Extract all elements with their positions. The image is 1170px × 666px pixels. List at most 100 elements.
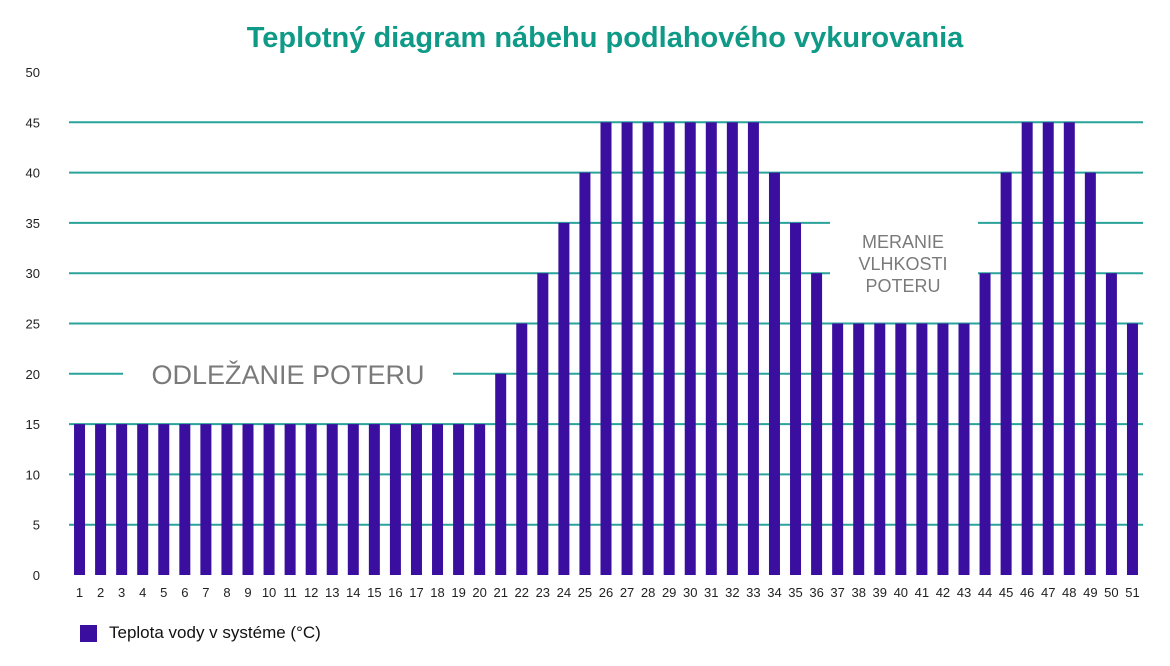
bar (1021, 122, 1033, 576)
bar (347, 424, 359, 575)
bar (979, 273, 991, 575)
x-tick-label: 30 (683, 585, 697, 600)
bar (1042, 122, 1054, 576)
x-tick-label: 31 (704, 585, 718, 600)
bar (137, 424, 149, 575)
bar (579, 172, 591, 575)
x-tick-label: 16 (388, 585, 402, 600)
x-tick-label: 44 (978, 585, 992, 600)
x-axis-ticks: 1 2 3 4 5 6 7 8 9 10 11 12 13 14 15 16 17 18 19 20 21 22 23 24 2… (76, 585, 1140, 600)
x-tick-label: 43 (957, 585, 971, 600)
bar (1084, 172, 1096, 575)
y-tick-label: 50 (26, 65, 40, 80)
x-tick-label: 28 (641, 585, 655, 600)
x-tick-label: 5 (160, 585, 167, 600)
y-tick-label: 10 (26, 467, 40, 482)
legend: Teplota vody v systéme (°C) (80, 623, 321, 643)
bar (221, 424, 233, 575)
bar (368, 424, 380, 575)
y-tick-label: 35 (26, 216, 40, 231)
x-tick-label: 36 (809, 585, 823, 600)
x-tick-label: 48 (1062, 585, 1076, 600)
y-tick-label: 0 (33, 568, 40, 583)
bar (1126, 323, 1138, 575)
annotation-moisture-measurement-line: POTERU (865, 276, 940, 296)
bar (726, 122, 738, 576)
y-tick-label: 5 (33, 518, 40, 533)
bar (705, 122, 717, 576)
x-tick-label: 13 (325, 585, 339, 600)
y-tick-label: 40 (26, 166, 40, 181)
bar (537, 273, 549, 575)
annotation-moisture-measurement-line: MERANIE (862, 232, 944, 252)
x-tick-label: 47 (1041, 585, 1055, 600)
x-tick-label: 39 (873, 585, 887, 600)
y-tick-label: 30 (26, 266, 40, 281)
y-tick-label: 20 (26, 367, 40, 382)
x-tick-label: 50 (1104, 585, 1118, 600)
legend-label: Teplota vody v systéme (°C) (109, 623, 321, 642)
x-tick-label: 45 (999, 585, 1013, 600)
bar (642, 122, 654, 576)
x-tick-label: 23 (536, 585, 550, 600)
bar (305, 424, 317, 575)
x-tick-label: 51 (1125, 585, 1139, 600)
x-tick-label: 46 (1020, 585, 1034, 600)
x-tick-label: 49 (1083, 585, 1097, 600)
bar (116, 424, 128, 575)
x-tick-label: 15 (367, 585, 381, 600)
x-tick-label: 25 (578, 585, 592, 600)
bar (811, 273, 823, 575)
annotation-screed-settling: ODLEŽANIE POTERU (151, 359, 424, 390)
bar (179, 424, 191, 575)
bar (326, 424, 338, 575)
x-tick-label: 1 (76, 585, 83, 600)
x-tick-label: 32 (725, 585, 739, 600)
bar (768, 172, 780, 575)
y-axis-ticks: 0 5 10 15 20 25 30 35 40 45 50 (26, 65, 40, 583)
bar (684, 122, 696, 576)
x-tick-label: 33 (746, 585, 760, 600)
bar (389, 424, 401, 575)
bar (600, 122, 612, 576)
x-tick-label: 40 (894, 585, 908, 600)
x-tick-label: 38 (851, 585, 865, 600)
x-tick-label: 35 (788, 585, 802, 600)
bar (895, 323, 907, 575)
bar (200, 424, 212, 575)
bar (790, 222, 802, 575)
bar (95, 424, 107, 575)
bar (747, 122, 759, 576)
x-tick-label: 29 (662, 585, 676, 600)
x-tick-label: 12 (304, 585, 318, 600)
y-tick-label: 25 (26, 317, 40, 332)
x-tick-label: 4 (139, 585, 146, 600)
bar (958, 323, 970, 575)
bar (495, 373, 507, 575)
x-tick-label: 26 (599, 585, 613, 600)
bar (621, 122, 633, 576)
bar (432, 424, 444, 575)
x-tick-label: 37 (830, 585, 844, 600)
y-tick-label: 15 (26, 417, 40, 432)
x-tick-label: 24 (557, 585, 571, 600)
chart-title: Teplotný diagram nábehu podlahového vyku… (246, 22, 964, 54)
x-tick-label: 21 (493, 585, 507, 600)
legend-swatch (80, 624, 97, 642)
bar-series (74, 122, 1138, 576)
y-tick-label: 45 (26, 115, 40, 130)
bar (1105, 273, 1117, 575)
bar (853, 323, 865, 575)
x-tick-label: 6 (181, 585, 188, 600)
x-tick-label: 27 (620, 585, 634, 600)
x-tick-label: 22 (515, 585, 529, 600)
x-tick-label: 2 (97, 585, 104, 600)
bar (474, 424, 486, 575)
bar (410, 424, 422, 575)
bar (242, 424, 254, 575)
x-tick-label: 34 (767, 585, 781, 600)
bar (937, 323, 949, 575)
bar (558, 222, 570, 575)
